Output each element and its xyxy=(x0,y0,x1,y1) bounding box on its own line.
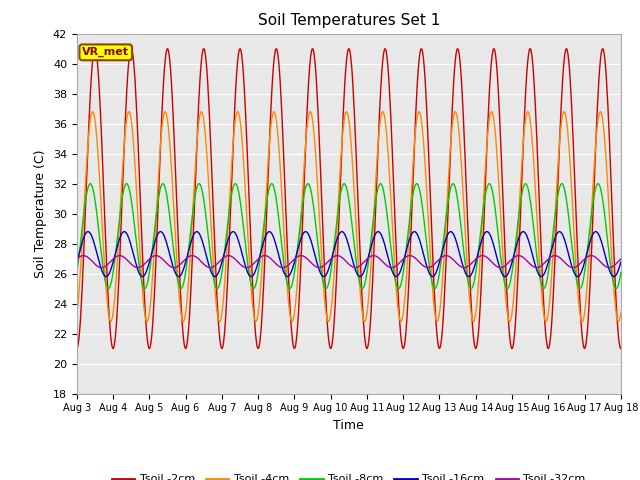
Line: Tsoil -2cm: Tsoil -2cm xyxy=(77,48,621,348)
Tsoil -8cm xyxy=(194,182,202,188)
Line: Tsoil -8cm: Tsoil -8cm xyxy=(77,184,621,288)
Tsoil -32cm xyxy=(139,263,147,268)
Tsoil -8cm xyxy=(73,270,81,276)
Tsoil -2cm xyxy=(140,273,147,278)
Tsoil -2cm xyxy=(617,346,625,351)
Tsoil -16cm xyxy=(617,259,625,265)
Tsoil -8cm xyxy=(139,282,147,288)
Tsoil -16cm xyxy=(194,229,202,235)
Tsoil -4cm xyxy=(415,109,422,115)
Tsoil -4cm xyxy=(579,319,586,324)
Tsoil -4cm xyxy=(596,109,604,115)
Tsoil -2cm xyxy=(195,101,202,107)
Tsoil -16cm xyxy=(431,272,438,278)
Y-axis label: Soil Temperature (C): Soil Temperature (C) xyxy=(35,149,47,278)
Tsoil -32cm xyxy=(617,256,625,262)
Tsoil -32cm xyxy=(223,253,230,259)
Tsoil -16cm xyxy=(83,229,90,235)
Tsoil -8cm xyxy=(558,181,566,187)
Tsoil -8cm xyxy=(415,184,422,190)
Line: Tsoil -32cm: Tsoil -32cm xyxy=(77,256,621,267)
Tsoil -32cm xyxy=(431,261,438,267)
Line: Tsoil -16cm: Tsoil -16cm xyxy=(77,232,621,276)
Tsoil -4cm xyxy=(139,289,147,295)
Tsoil -2cm xyxy=(91,46,99,51)
Tsoil -16cm xyxy=(223,241,230,247)
Tsoil -4cm xyxy=(83,160,90,166)
Tsoil -2cm xyxy=(416,53,424,59)
Tsoil -2cm xyxy=(83,176,90,181)
Tsoil -16cm xyxy=(139,274,147,279)
Title: Soil Temperatures Set 1: Soil Temperatures Set 1 xyxy=(258,13,440,28)
Tsoil -4cm xyxy=(223,250,230,255)
Tsoil -8cm xyxy=(540,286,547,291)
X-axis label: Time: Time xyxy=(333,419,364,432)
Tsoil -4cm xyxy=(73,311,81,316)
Tsoil -2cm xyxy=(431,311,439,316)
Line: Tsoil -4cm: Tsoil -4cm xyxy=(77,112,621,322)
Tsoil -8cm xyxy=(617,270,625,276)
Tsoil -8cm xyxy=(431,286,438,291)
Tsoil -16cm xyxy=(519,229,527,235)
Tsoil -8cm xyxy=(223,230,230,236)
Tsoil -32cm xyxy=(194,255,202,261)
Tsoil -2cm xyxy=(73,346,81,351)
Tsoil -4cm xyxy=(431,309,438,315)
Tsoil -16cm xyxy=(73,259,81,265)
Tsoil -32cm xyxy=(83,253,90,259)
Text: VR_met: VR_met xyxy=(82,47,129,58)
Tsoil -8cm xyxy=(83,191,90,197)
Legend: Tsoil -2cm, Tsoil -4cm, Tsoil -8cm, Tsoil -16cm, Tsoil -32cm: Tsoil -2cm, Tsoil -4cm, Tsoil -8cm, Tsoi… xyxy=(108,470,590,480)
Tsoil -4cm xyxy=(617,311,625,316)
Tsoil -4cm xyxy=(194,128,202,134)
Tsoil -32cm xyxy=(479,253,486,259)
Tsoil -32cm xyxy=(73,256,81,262)
Tsoil -16cm xyxy=(415,235,422,240)
Tsoil -16cm xyxy=(538,274,545,279)
Tsoil -32cm xyxy=(415,259,422,264)
Tsoil -2cm xyxy=(223,283,231,288)
Tsoil -32cm xyxy=(460,264,468,270)
